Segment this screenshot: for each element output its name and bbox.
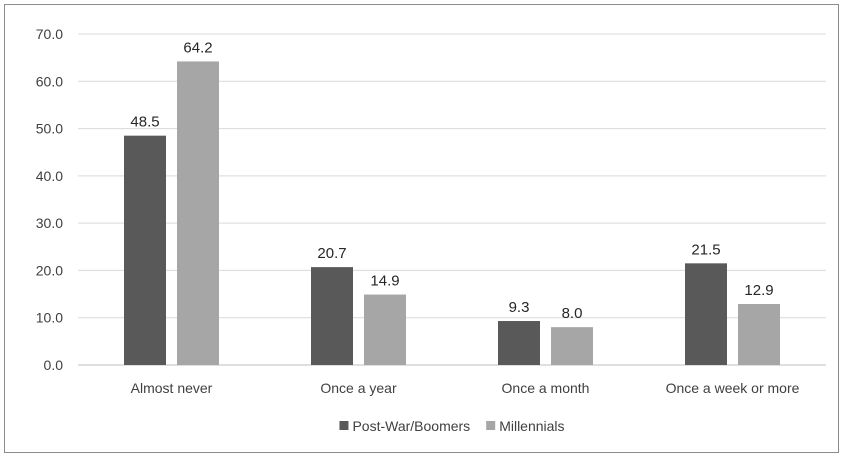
bar-post-war-boomers-once-a-week-or-more [685, 263, 727, 365]
y-tick-label: 0.0 [44, 357, 64, 373]
data-label: 20.7 [317, 245, 346, 262]
legend-swatch [339, 421, 349, 430]
bar-post-war-boomers-almost-never [124, 135, 166, 365]
data-label: 12.9 [744, 282, 773, 299]
y-tick-label: 40.0 [36, 168, 63, 184]
y-tick-label: 50.0 [36, 121, 63, 137]
x-tick-label: Once a year [320, 380, 397, 396]
data-label: 8.0 [562, 305, 583, 322]
bar-millennials-once-a-week-or-more [738, 304, 780, 365]
y-tick-label: 30.0 [36, 215, 63, 231]
data-label: 64.2 [183, 39, 212, 56]
y-tick-label: 20.0 [36, 262, 63, 278]
bar-millennials-once-a-year [364, 294, 406, 365]
x-tick-label: Almost never [131, 380, 213, 396]
bar-millennials-almost-never [177, 61, 219, 365]
y-tick-label: 70.0 [36, 26, 63, 42]
data-label: 14.9 [370, 273, 399, 290]
bar-millennials-once-a-month [551, 327, 593, 365]
legend-item: Post-War/Boomers [339, 418, 470, 434]
data-label: 48.5 [130, 114, 159, 131]
bar-post-war-boomers-once-a-year [311, 267, 353, 365]
x-tick-label: Once a week or more [666, 380, 800, 396]
legend-label: Post-War/Boomers [352, 418, 470, 434]
bar-post-war-boomers-once-a-month [498, 321, 540, 365]
data-label: 21.5 [691, 241, 720, 258]
data-label: 9.3 [509, 299, 530, 316]
legend-label: Millennials [499, 418, 564, 434]
legend-item: Millennials [486, 418, 565, 434]
y-tick-label: 10.0 [36, 310, 63, 326]
y-tick-label: 60.0 [36, 73, 63, 89]
x-tick-label: Once a month [502, 380, 590, 396]
legend-swatch [486, 421, 496, 430]
